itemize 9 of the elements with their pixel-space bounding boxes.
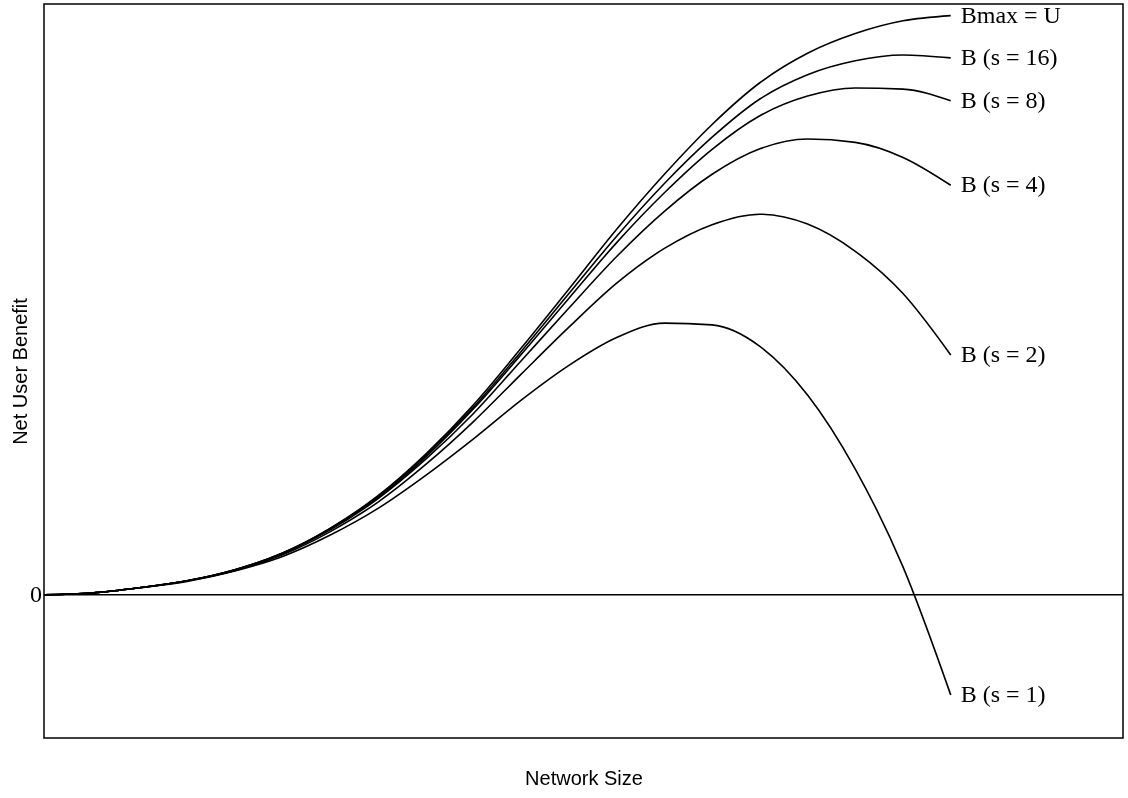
x-axis-title: Network Size bbox=[525, 766, 643, 789]
series-label: B (s = 8) bbox=[960, 86, 1046, 113]
series-label: B (s = 4) bbox=[960, 171, 1046, 198]
ref-line-label: 0 bbox=[30, 580, 42, 607]
y-axis-title: Net User Benefit bbox=[8, 297, 31, 445]
series-label: B (s = 2) bbox=[960, 340, 1046, 367]
series-label: B (s = 1) bbox=[960, 680, 1046, 707]
series-label: B (s = 16) bbox=[960, 43, 1058, 70]
series-label: Bmax = U bbox=[960, 1, 1061, 28]
